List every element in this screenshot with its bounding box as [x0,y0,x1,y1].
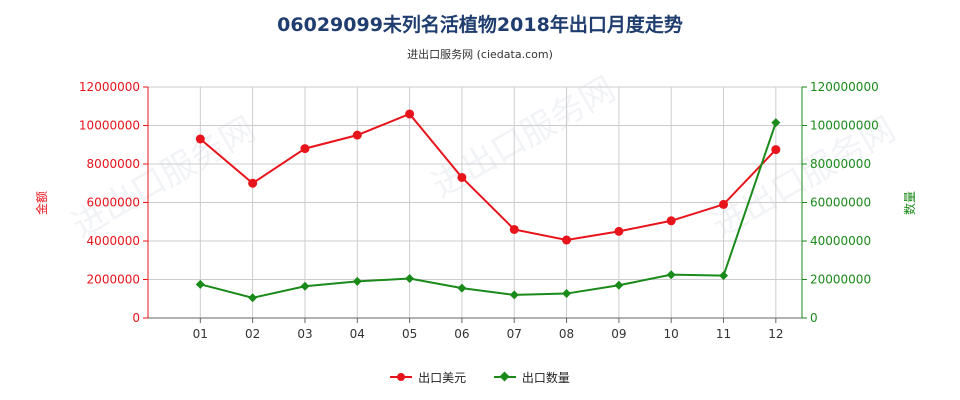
data-point-1 [509,224,519,234]
right-axis-label: 数量 [902,191,917,215]
chart-title: 06029099未列名活植物2018年出口月度走势 [277,14,683,36]
legend-item-exports-usd[interactable]: 出口美元 [390,369,466,386]
left-tick-label: 10000000 [79,119,140,133]
data-point-1 [562,235,572,245]
right-tick-label: 80000000 [810,157,871,171]
data-point-1 [195,134,205,144]
data-point-2 [195,279,205,289]
series-line-2 [200,122,777,299]
data-point-1 [405,109,415,119]
axes [143,86,807,323]
data-point-2 [352,276,362,286]
right-tick-label: 100000000 [810,119,879,133]
data-point-2 [457,283,467,293]
x-tick-label: 10 [664,327,679,341]
x-tick-label: 04 [350,327,365,341]
series-line-1 [199,112,777,242]
left-axis-label: 金额 [34,191,49,215]
x-tick-label: 08 [559,327,574,341]
x-tick-label: 02 [245,327,260,341]
legend-line-green [493,371,516,382]
grid-lines [148,86,802,319]
x-tick-label: 05 [402,327,417,341]
right-tick-label: 0 [810,311,818,325]
legend-item-exports-quantity[interactable]: 出口数量 [493,369,570,386]
legend-line-red [390,373,413,381]
data-point-2 [300,281,310,291]
x-tick-label: 09 [611,327,626,341]
x-tick-label: 07 [507,327,522,341]
series-lines [195,109,781,303]
data-point-1 [300,144,310,154]
right-tick-label: 20000000 [810,273,871,287]
left-tick-label: 4000000 [87,234,140,248]
legend-label: 出口美元 [418,370,467,385]
left-tick-label: 8000000 [87,157,140,171]
left-tick-label: 2000000 [87,273,140,287]
x-tick-label: 11 [716,327,731,341]
legend-label: 出口数量 [521,370,570,385]
data-point-1 [457,172,467,182]
data-point-2 [248,293,258,303]
x-tick-label: 12 [768,327,783,341]
data-point-2 [666,270,676,280]
x-tick-label: 06 [454,327,469,341]
right-tick-label: 60000000 [810,196,871,210]
data-point-1 [771,145,781,155]
right-tick-label: 120000000 [810,80,879,94]
data-point-1 [352,130,362,140]
tick-labels: 0200000040000006000000800000010000000120… [79,80,879,341]
data-point-2 [405,274,415,284]
left-tick-label: 12000000 [79,80,140,94]
data-point-1 [666,216,676,226]
x-tick-label: 01 [193,327,208,341]
data-point-2 [614,280,624,290]
data-point-2 [771,118,781,128]
legend: 出口美元 出口数量 [0,367,960,386]
data-point-2 [562,289,572,299]
left-tick-label: 6000000 [87,196,140,210]
data-point-2 [509,290,519,300]
data-point-1 [719,199,729,209]
left-tick-label: 0 [132,311,140,325]
x-tick-label: 03 [297,327,312,341]
data-point-1 [248,178,258,188]
data-point-2 [719,271,729,281]
chart-subtitle: 进出口服务网 (ciedata.com) [407,48,553,61]
right-tick-label: 40000000 [810,234,871,248]
data-point-1 [614,226,624,236]
